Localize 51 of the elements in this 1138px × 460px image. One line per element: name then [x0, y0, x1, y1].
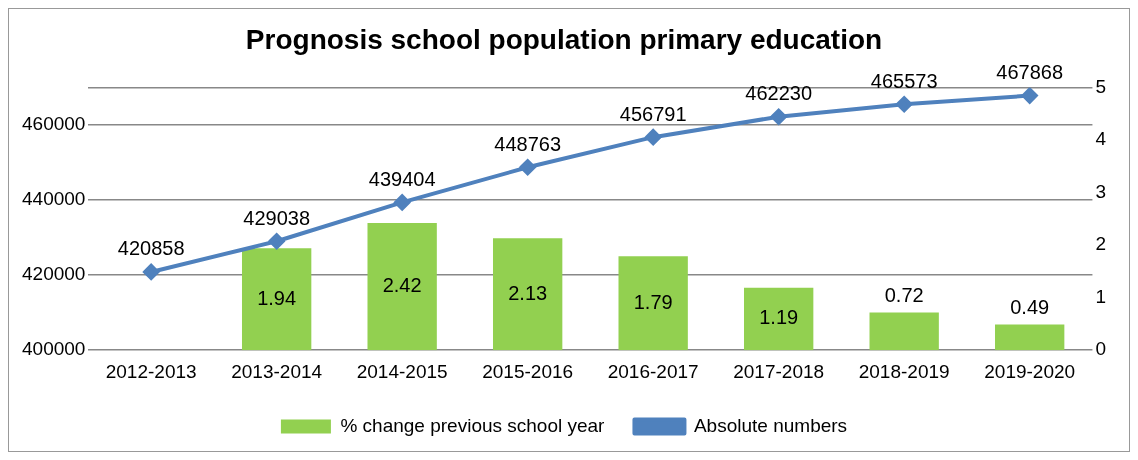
y-tick-label: 440000 [22, 188, 86, 210]
point [1021, 87, 1038, 104]
data-label: 420858 [117, 237, 185, 260]
x-tick-label: 2018-2019 [858, 360, 950, 382]
bar [869, 312, 939, 351]
bar [744, 287, 814, 351]
legend-label: % change previous school year [340, 414, 606, 436]
x-tick-label: 2014-2015 [356, 360, 448, 382]
y2-tick-label: 0 [1095, 338, 1107, 360]
point [645, 129, 662, 146]
bar [241, 248, 312, 351]
y-tick-label: 420000 [22, 263, 86, 285]
point [268, 233, 285, 250]
bar [493, 238, 563, 351]
data-label: 467868 [996, 61, 1064, 84]
data-label: 456791 [619, 102, 687, 125]
bar [367, 223, 437, 351]
point [394, 194, 411, 211]
data-label: 1.79 [633, 290, 673, 313]
bar [618, 256, 688, 351]
y2-tick-label: 5 [1095, 75, 1107, 97]
x-tick-label: 2019-2020 [984, 360, 1076, 382]
y2-tick-label: 3 [1095, 180, 1107, 202]
data-label: 1.94 [257, 286, 297, 309]
point [896, 96, 913, 113]
x-tick-label: 2015-2016 [482, 360, 574, 382]
data-label: 448763 [494, 132, 562, 155]
x-tick-label: 2012-2013 [105, 360, 197, 382]
data-label: 0.49 [1010, 295, 1050, 318]
data-label: 0.72 [884, 283, 924, 306]
point [143, 263, 160, 280]
data-label: 2.42 [382, 274, 422, 297]
data-label: 462230 [745, 82, 813, 105]
data-label: 439404 [368, 167, 436, 190]
data-label: 465573 [870, 69, 938, 92]
y2-tick-label: 1 [1095, 285, 1107, 307]
data-label: 2.13 [508, 281, 548, 304]
data-label: 429038 [243, 206, 311, 229]
legend-label: Absolute numbers [693, 414, 848, 436]
chart-title: Prognosis school population primary education [245, 23, 883, 55]
x-tick-label: 2013-2014 [231, 360, 323, 382]
y2-tick-label: 4 [1095, 128, 1107, 150]
y-tick-label: 400000 [22, 338, 86, 360]
data-label: 1.19 [759, 306, 799, 329]
y-tick-label: 460000 [22, 113, 86, 135]
x-tick-label: 2016-2017 [607, 360, 699, 382]
bar [995, 324, 1065, 351]
point [519, 159, 536, 176]
y2-tick-label: 2 [1095, 233, 1107, 255]
x-tick-label: 2017-2018 [733, 360, 825, 382]
point [770, 108, 787, 125]
